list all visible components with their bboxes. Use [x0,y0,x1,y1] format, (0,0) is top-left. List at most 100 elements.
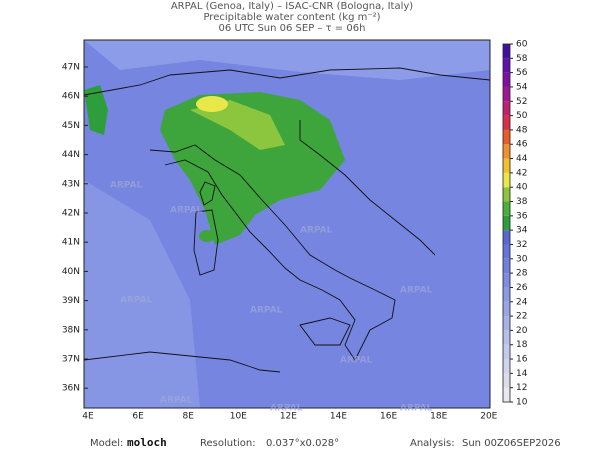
colorbar-segment [503,158,510,173]
colorbar-label: 30 [516,254,528,264]
lon-label: 14E [330,412,347,422]
lat-label: 47N [62,63,80,73]
lon-label: 16E [380,412,397,422]
colorbar-segment [503,86,510,102]
colorbar-segment [503,230,510,245]
colorbar-segment [503,244,510,259]
border-line [84,67,490,96]
lat-label: 41N [62,238,80,248]
field-region [84,40,490,80]
field-region [199,230,215,242]
colorbar-label: 10 [516,398,528,408]
colorbar-label: 40 [516,183,528,193]
colorbar-label: 38 [516,197,528,207]
colorbar-label: 20 [516,326,528,336]
watermark: ARPAL [270,404,303,414]
colorbar-label: 54 [516,82,528,92]
colorbar-label: 58 [516,54,528,64]
coastline [299,317,351,346]
lon-label: 8E [182,412,194,422]
lon-label: 18E [430,412,447,422]
colorbar-segment [503,187,510,202]
colorbar-label: 16 [516,355,528,365]
watermark: ARPAL [170,206,203,216]
footer-label: Model: [90,438,123,449]
colorbar-segment [503,44,510,59]
footer-value: Sun 00Z06SEP2026 [462,438,561,449]
colorbar-frame [502,43,511,403]
colorbar-label: 48 [516,125,528,135]
footer-label: Resolution: [200,438,256,449]
colorbar-label: 50 [516,111,528,121]
map-frame [83,39,491,409]
header-line: Precipitable water content (kg m⁻²) [203,12,380,23]
colorbar-segment [503,273,510,288]
colorbar-label: 34 [516,226,528,236]
colorbar-label: 46 [516,140,528,150]
colorbar-label: 60 [516,40,528,50]
coastline [193,209,219,276]
colorbar-label: 24 [516,297,528,307]
colorbar-label: 44 [516,154,528,164]
colorbar-label: 32 [516,240,527,250]
field-region [84,180,200,408]
lon-label: 12E [280,412,297,422]
header-line: ARPAL (Genoa, Italy) – ISAC-CNR (Bologna… [171,1,413,12]
watermark: ARPAL [400,286,433,296]
lat-label: 37N [62,355,80,365]
colorbar-segment [503,287,510,302]
lon-label: 20E [480,412,497,422]
field-region [190,100,285,150]
watermark: ARPAL [340,356,373,366]
colorbar-segment [503,373,510,388]
colorbar-label: 56 [516,68,528,78]
watermark: ARPAL [120,296,153,306]
colorbar-label: 36 [516,211,528,221]
header-line: 06 UTC Sun 06 SEP – τ = 06h [219,23,366,34]
colorbar-label: 12 [516,383,527,393]
colorbar-label: 18 [516,340,528,350]
lon-label: 4E [82,412,94,422]
coastline [84,351,281,373]
coastline [199,181,216,206]
colorbar-segment [503,316,510,331]
colorbar-segment [503,58,510,73]
lat-label: 40N [62,267,80,277]
colorbar-segment [503,172,510,188]
colorbar-label: 42 [516,168,527,178]
colorbar-label: 26 [516,283,528,293]
lat-label: 38N [62,325,80,335]
watermark: ARPAL [160,396,193,406]
colorbar-segment [503,201,510,216]
watermark: ARPAL [250,306,283,316]
footer-value: 0.037°x0.028° [266,438,339,449]
colorbar-label: 52 [516,97,527,107]
lat-label: 42N [62,209,80,219]
colorbar-segment [503,359,510,374]
colorbar-segment [503,129,510,145]
colorbar-label: 28 [516,269,528,279]
colorbar-segment [503,330,510,345]
lon-label: 6E [132,412,144,422]
colorbar-segment [503,101,510,116]
watermark: ARPAL [110,181,143,191]
lat-label: 36N [62,384,80,394]
map-field [84,40,490,408]
footer-value: moloch [127,436,167,449]
field-region [196,96,228,112]
lon-label: 10E [230,412,247,422]
colorbar-segment [503,258,510,274]
field-region [84,85,108,135]
footer-label: Analysis: [410,438,455,449]
lat-label: 43N [62,179,80,189]
lat-label: 45N [62,121,80,131]
colorbar-label: 14 [516,369,528,379]
field-region [160,92,345,245]
colorbar-segment [503,301,510,317]
colorbar-label: 22 [516,312,527,322]
coastline [299,120,436,256]
lat-label: 46N [62,92,80,102]
colorbar-segment [503,115,510,130]
